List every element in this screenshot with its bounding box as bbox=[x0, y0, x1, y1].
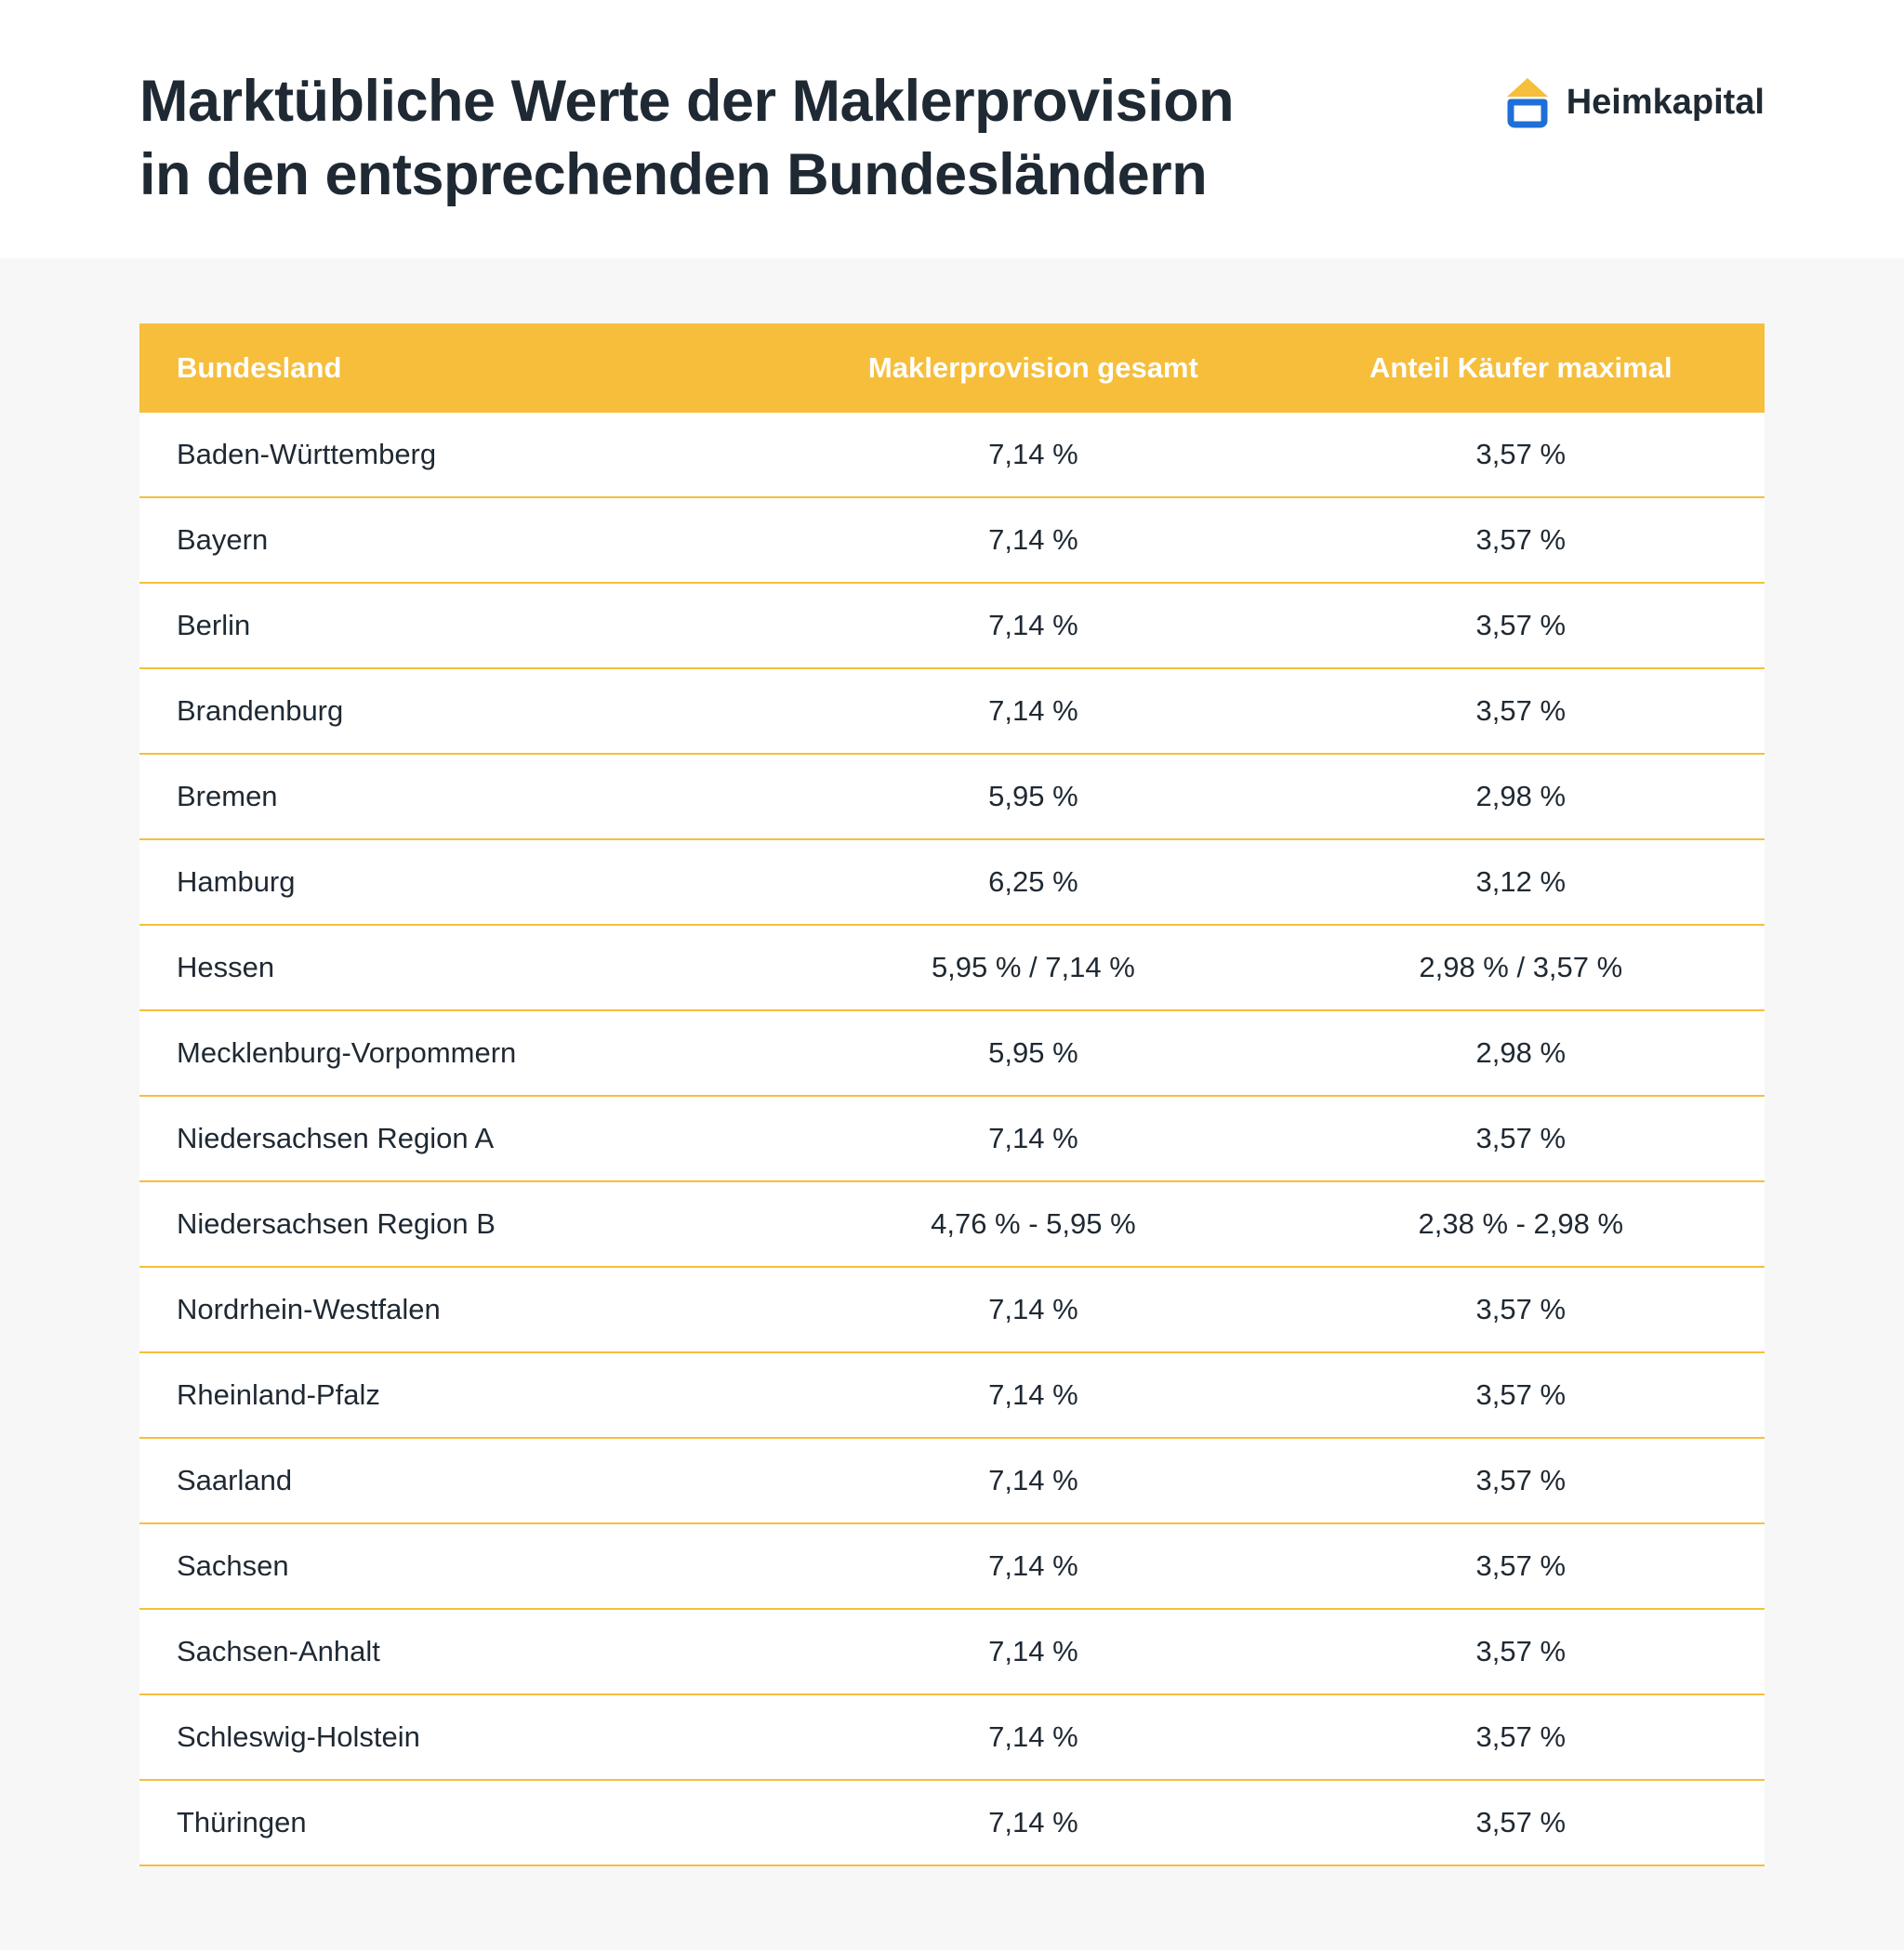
table-row: Mecklenburg-Vorpommern5,95 %2,98 % bbox=[139, 1010, 1765, 1096]
cell-buyer: 3,57 % bbox=[1277, 1352, 1765, 1438]
cell-state: Thüringen bbox=[139, 1780, 789, 1865]
cell-total: 5,95 % / 7,14 % bbox=[789, 925, 1276, 1010]
table-row: Bayern7,14 %3,57 % bbox=[139, 497, 1765, 583]
cell-total: 7,14 % bbox=[789, 1609, 1276, 1694]
cell-buyer: 2,98 % / 3,57 % bbox=[1277, 925, 1765, 1010]
cell-total: 5,95 % bbox=[789, 754, 1276, 839]
page-title: Marktübliche Werte der Maklerprovision i… bbox=[139, 65, 1234, 212]
cell-buyer: 3,12 % bbox=[1277, 839, 1765, 925]
cell-buyer: 2,98 % bbox=[1277, 1010, 1765, 1096]
brand-name: Heimkapital bbox=[1567, 83, 1765, 123]
cell-state: Baden-Württemberg bbox=[139, 413, 789, 497]
commission-table: Bundesland Maklerprovision gesamt Anteil… bbox=[139, 323, 1765, 1866]
table-row: Hessen5,95 % / 7,14 %2,98 % / 3,57 % bbox=[139, 925, 1765, 1010]
cell-total: 7,14 % bbox=[789, 413, 1276, 497]
title-line-1: Marktübliche Werte der Maklerprovision bbox=[139, 69, 1234, 134]
header: Marktübliche Werte der Maklerprovision i… bbox=[0, 0, 1904, 258]
table-row: Saarland7,14 %3,57 % bbox=[139, 1438, 1765, 1523]
cell-total: 7,14 % bbox=[789, 668, 1276, 754]
table-row: Schleswig-Holstein7,14 %3,57 % bbox=[139, 1694, 1765, 1780]
cell-state: Saarland bbox=[139, 1438, 789, 1523]
col-header-state: Bundesland bbox=[139, 323, 789, 413]
cell-state: Niedersachsen Region A bbox=[139, 1096, 789, 1181]
col-header-total: Maklerprovision gesamt bbox=[789, 323, 1276, 413]
table-row: Bremen5,95 %2,98 % bbox=[139, 754, 1765, 839]
title-line-2: in den entsprechenden Bundesländern bbox=[139, 142, 1207, 207]
table-row: Sachsen7,14 %3,57 % bbox=[139, 1523, 1765, 1609]
cell-total: 7,14 % bbox=[789, 1267, 1276, 1352]
cell-total: 5,95 % bbox=[789, 1010, 1276, 1096]
cell-buyer: 3,57 % bbox=[1277, 668, 1765, 754]
table-row: Hamburg6,25 %3,12 % bbox=[139, 839, 1765, 925]
cell-state: Mecklenburg-Vorpommern bbox=[139, 1010, 789, 1096]
table-row: Baden-Württemberg7,14 %3,57 % bbox=[139, 413, 1765, 497]
table-row: Rheinland-Pfalz7,14 %3,57 % bbox=[139, 1352, 1765, 1438]
cell-buyer: 3,57 % bbox=[1277, 1694, 1765, 1780]
page: Marktübliche Werte der Maklerprovision i… bbox=[0, 0, 1904, 1904]
cell-total: 6,25 % bbox=[789, 839, 1276, 925]
cell-buyer: 3,57 % bbox=[1277, 413, 1765, 497]
table-row: Brandenburg7,14 %3,57 % bbox=[139, 668, 1765, 754]
cell-state: Hamburg bbox=[139, 839, 789, 925]
table-header: Bundesland Maklerprovision gesamt Anteil… bbox=[139, 323, 1765, 413]
table-row: Niedersachsen Region B4,76 % - 5,95 %2,3… bbox=[139, 1181, 1765, 1267]
cell-buyer: 3,57 % bbox=[1277, 1609, 1765, 1694]
content-area: Bundesland Maklerprovision gesamt Anteil… bbox=[0, 258, 1904, 1950]
cell-total: 4,76 % - 5,95 % bbox=[789, 1181, 1276, 1267]
cell-buyer: 3,57 % bbox=[1277, 497, 1765, 583]
table-row: Niedersachsen Region A7,14 %3,57 % bbox=[139, 1096, 1765, 1181]
cell-total: 7,14 % bbox=[789, 1352, 1276, 1438]
cell-buyer: 2,38 % - 2,98 % bbox=[1277, 1181, 1765, 1267]
cell-total: 7,14 % bbox=[789, 1523, 1276, 1609]
cell-buyer: 3,57 % bbox=[1277, 1523, 1765, 1609]
cell-state: Bayern bbox=[139, 497, 789, 583]
table-row: Sachsen-Anhalt7,14 %3,57 % bbox=[139, 1609, 1765, 1694]
table-row: Thüringen7,14 %3,57 % bbox=[139, 1780, 1765, 1865]
cell-total: 7,14 % bbox=[789, 497, 1276, 583]
cell-total: 7,14 % bbox=[789, 1438, 1276, 1523]
cell-state: Bremen bbox=[139, 754, 789, 839]
cell-buyer: 3,57 % bbox=[1277, 1267, 1765, 1352]
col-header-buyer: Anteil Käufer maximal bbox=[1277, 323, 1765, 413]
cell-buyer: 3,57 % bbox=[1277, 583, 1765, 668]
house-icon bbox=[1501, 76, 1554, 128]
table-body: Baden-Württemberg7,14 %3,57 %Bayern7,14 … bbox=[139, 413, 1765, 1865]
cell-state: Rheinland-Pfalz bbox=[139, 1352, 789, 1438]
cell-buyer: 3,57 % bbox=[1277, 1438, 1765, 1523]
cell-buyer: 3,57 % bbox=[1277, 1780, 1765, 1865]
cell-total: 7,14 % bbox=[789, 1096, 1276, 1181]
cell-total: 7,14 % bbox=[789, 583, 1276, 668]
cell-buyer: 2,98 % bbox=[1277, 754, 1765, 839]
cell-total: 7,14 % bbox=[789, 1694, 1276, 1780]
cell-buyer: 3,57 % bbox=[1277, 1096, 1765, 1181]
cell-state: Sachsen-Anhalt bbox=[139, 1609, 789, 1694]
cell-state: Berlin bbox=[139, 583, 789, 668]
cell-total: 7,14 % bbox=[789, 1780, 1276, 1865]
cell-state: Brandenburg bbox=[139, 668, 789, 754]
brand-logo: Heimkapital bbox=[1501, 65, 1765, 128]
cell-state: Sachsen bbox=[139, 1523, 789, 1609]
cell-state: Schleswig-Holstein bbox=[139, 1694, 789, 1780]
table-row: Berlin7,14 %3,57 % bbox=[139, 583, 1765, 668]
table-row: Nordrhein-Westfalen7,14 %3,57 % bbox=[139, 1267, 1765, 1352]
cell-state: Hessen bbox=[139, 925, 789, 1010]
cell-state: Nordrhein-Westfalen bbox=[139, 1267, 789, 1352]
cell-state: Niedersachsen Region B bbox=[139, 1181, 789, 1267]
